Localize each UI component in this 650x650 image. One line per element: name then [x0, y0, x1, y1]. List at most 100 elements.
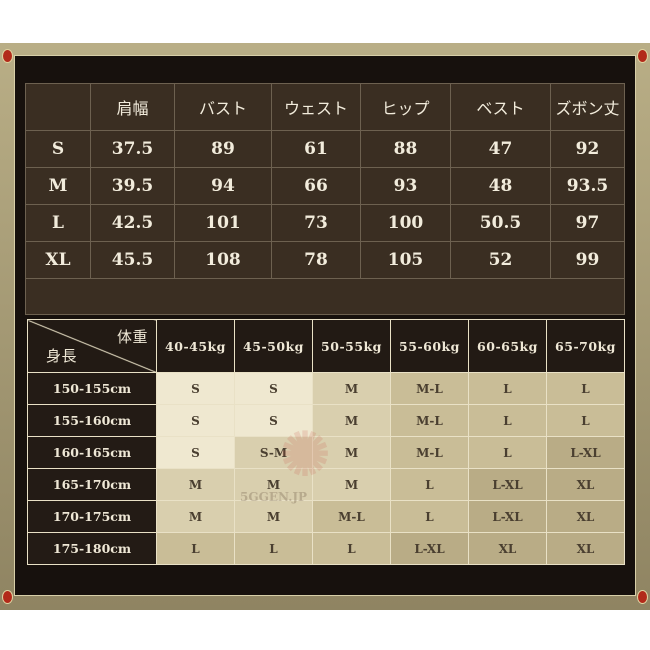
size-cell: M-L: [390, 404, 469, 437]
table-row: S 37.5 89 61 88 47 92: [25, 130, 625, 168]
weight-header: 40-45kg: [156, 319, 235, 373]
fit-guide-table: 体重 身長 40-45kg 45-50kg 50-55kg 55-60kg 60-65k…: [27, 319, 625, 565]
size-label: S: [25, 130, 91, 168]
size-cell: L: [546, 372, 625, 405]
height-header: 165-170cm: [27, 468, 157, 501]
size-cell: L: [468, 372, 547, 405]
size-cell: L: [468, 436, 547, 469]
size-cell: S: [156, 372, 235, 405]
size-cell: L: [468, 404, 547, 437]
size-cell: S: [156, 436, 235, 469]
table-row: 150-155cm S S M M-L L L: [27, 372, 625, 405]
corner-cell: 体重 身長: [27, 319, 157, 373]
corner-ornament: [616, 43, 650, 77]
header-cell: [25, 83, 91, 131]
size-cell: L: [156, 532, 235, 565]
size-cell: L-XL: [468, 500, 547, 533]
value-cell: 73: [271, 204, 361, 242]
header-cell: ヒップ: [360, 83, 451, 131]
value-cell: 97: [550, 204, 625, 242]
value-cell: 39.5: [90, 167, 175, 205]
value-cell: 42.5: [90, 204, 175, 242]
size-cell: M: [312, 404, 391, 437]
value-cell: 93.5: [550, 167, 625, 205]
empty-row: [25, 278, 625, 315]
corner-ornament: [616, 576, 650, 610]
size-measurement-table: 肩幅 バスト ウェスト ヒップ ベスト ズボン丈 S 37.5 89 61 88 47 92…: [25, 83, 625, 315]
size-cell: XL: [546, 532, 625, 565]
value-cell: 94: [174, 167, 272, 205]
table-row: M 39.5 94 66 93 48 93.5: [25, 167, 625, 205]
value-cell: 45.5: [90, 241, 175, 279]
weight-header: 55-60kg: [390, 319, 469, 373]
value-cell: 105: [360, 241, 451, 279]
value-cell: 89: [174, 130, 272, 168]
value-cell: 47: [450, 130, 551, 168]
size-cell: M: [156, 468, 235, 501]
height-header: 155-160cm: [27, 404, 157, 437]
table-row: 175-180cm L L L L-XL XL XL: [27, 532, 625, 565]
size-cell: L: [234, 532, 313, 565]
value-cell: 93: [360, 167, 451, 205]
value-cell: 99: [550, 241, 625, 279]
value-cell: 100: [360, 204, 451, 242]
value-cell: 101: [174, 204, 272, 242]
size-cell: XL: [546, 468, 625, 501]
size-cell: XL: [468, 532, 547, 565]
size-cell: L-XL: [390, 532, 469, 565]
corner-ornament: [0, 43, 34, 77]
table-row: XL 45.5 108 78 105 52 99: [25, 241, 625, 279]
size-cell: M: [312, 468, 391, 501]
size-cell: M: [234, 468, 313, 501]
weight-header: 60-65kg: [468, 319, 547, 373]
height-header: 175-180cm: [27, 532, 157, 565]
value-cell: 92: [550, 130, 625, 168]
weight-header: 65-70kg: [546, 319, 625, 373]
size-label: XL: [25, 241, 91, 279]
header-cell: 肩幅: [90, 83, 175, 131]
size-cell: L: [312, 532, 391, 565]
value-cell: 78: [271, 241, 361, 279]
header-cell: ウェスト: [271, 83, 361, 131]
value-cell: 66: [271, 167, 361, 205]
corner-ornament: [0, 576, 34, 610]
value-cell: 50.5: [450, 204, 551, 242]
table-row: 170-175cm M M M-L L L-XL XL: [27, 500, 625, 533]
table-header-row: 体重 身長 40-45kg 45-50kg 50-55kg 55-60kg 60-65k…: [27, 319, 625, 373]
table-row: 165-170cm M M M L L-XL XL: [27, 468, 625, 501]
size-cell: M: [312, 372, 391, 405]
value-cell: 61: [271, 130, 361, 168]
weight-header: 45-50kg: [234, 319, 313, 373]
size-cell: S: [234, 372, 313, 405]
size-cell: L: [390, 468, 469, 501]
size-cell: M: [234, 500, 313, 533]
table-row: L 42.5 101 73 100 50.5 97: [25, 204, 625, 242]
size-cell: M-L: [390, 436, 469, 469]
size-cell: S: [156, 404, 235, 437]
size-cell: S: [234, 404, 313, 437]
size-cell: L: [546, 404, 625, 437]
header-cell: バスト: [174, 83, 272, 131]
table-row: 155-160cm S S M M-L L L: [27, 404, 625, 437]
table-header-row: 肩幅 バスト ウェスト ヒップ ベスト ズボン丈: [25, 83, 625, 131]
size-label: M: [25, 167, 91, 205]
value-cell: 52: [450, 241, 551, 279]
weight-header: 50-55kg: [312, 319, 391, 373]
size-cell: M-L: [312, 500, 391, 533]
size-cell: M-L: [390, 372, 469, 405]
size-cell: L: [390, 500, 469, 533]
height-header: 150-155cm: [27, 372, 157, 405]
value-cell: 88: [360, 130, 451, 168]
value-cell: 48: [450, 167, 551, 205]
size-cell: L-XL: [468, 468, 547, 501]
table-row: 160-165cm S S-M M M-L L L-XL: [27, 436, 625, 469]
header-cell: ベスト: [450, 83, 551, 131]
header-cell: ズボン丈: [550, 83, 625, 131]
size-cell: M: [312, 436, 391, 469]
size-cell: XL: [546, 500, 625, 533]
size-cell: M: [156, 500, 235, 533]
value-cell: 108: [174, 241, 272, 279]
height-label: 身長: [46, 347, 78, 365]
value-cell: 37.5: [90, 130, 175, 168]
weight-label: 体重: [116, 328, 148, 346]
